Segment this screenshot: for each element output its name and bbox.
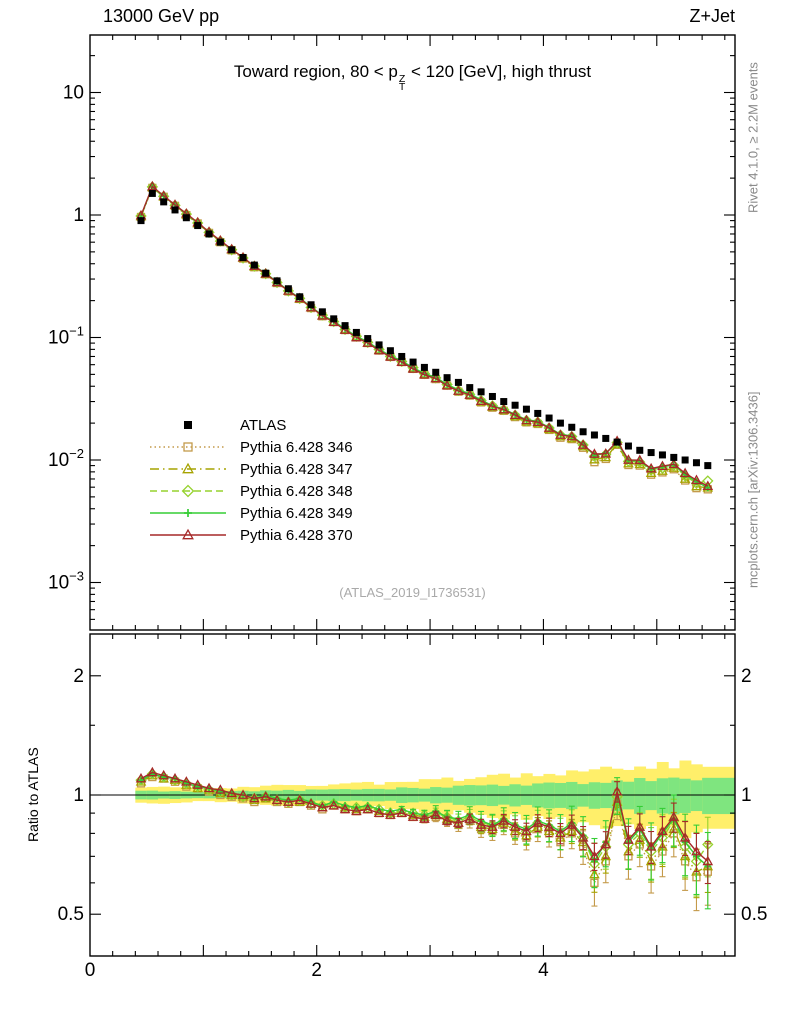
plot-title-post: < 120 [GeV], high thrust (406, 62, 592, 81)
legend-item-pythia-348: Pythia 6.428 348 (146, 480, 353, 502)
svg-text:2: 2 (73, 666, 84, 687)
svg-text:2: 2 (311, 960, 322, 981)
legend-item-atlas: ATLAS (146, 414, 353, 436)
legend-marker-pythia-346 (150, 442, 226, 452)
svg-text:1: 1 (73, 205, 84, 226)
plot-title-pre: Toward region, 80 < p (233, 62, 398, 81)
legend-marker-pythia-347 (150, 462, 226, 474)
svg-text:0.5: 0.5 (741, 904, 767, 925)
svg-text:1: 1 (73, 785, 84, 806)
legend-marker-pythia-349 (150, 509, 226, 517)
mcplots-credit-label: mcplots.cern.ch [arXiv:1306.3436] (745, 391, 761, 589)
svg-text:10−2: 10−2 (48, 446, 84, 471)
legend-label-pythia-348: Pythia 6.428 348 (240, 482, 353, 500)
svg-text:2: 2 (741, 666, 752, 687)
svg-text:10−3: 10−3 (48, 569, 84, 594)
legend: ATLAS Pythia 6.428 346 Pythia 6.428 347 … (146, 414, 353, 546)
legend-marker-pythia-370 (150, 528, 226, 540)
legend-marker-atlas (184, 421, 192, 429)
svg-text:1: 1 (741, 785, 752, 806)
analysis-id-watermark: (ATLAS_2019_I1736531) (339, 585, 486, 600)
pt-superscript: Z (398, 72, 406, 85)
svg-text:10−1: 10−1 (48, 324, 84, 349)
legend-item-pythia-370: Pythia 6.428 370 (146, 524, 353, 546)
svg-text:0.5: 0.5 (58, 904, 84, 925)
beam-energy-label: 13000 GeV pp (103, 6, 220, 26)
legend-label-pythia-370: Pythia 6.428 370 (240, 526, 353, 544)
legend-label-pythia-349: Pythia 6.428 349 (240, 504, 353, 522)
legend-label-pythia-346: Pythia 6.428 346 (240, 438, 353, 456)
process-label: Z+Jet (689, 6, 735, 26)
svg-text:4: 4 (538, 960, 549, 981)
legend-marker-pythia-348 (150, 484, 226, 498)
legend-item-pythia-349: Pythia 6.428 349 (146, 502, 353, 524)
svg-text:10: 10 (63, 83, 84, 104)
rivet-version-label: Rivet 4.1.0, ≥ 2.2M events (745, 62, 761, 214)
legend-item-pythia-346: Pythia 6.428 346 (146, 436, 353, 458)
pt-subscript: T (398, 81, 406, 94)
svg-text:0: 0 (85, 960, 96, 981)
ratio-axis-title: Ratio to ATLAS (25, 747, 41, 843)
legend-item-pythia-347: Pythia 6.428 347 (146, 458, 353, 480)
legend-label-pythia-347: Pythia 6.428 347 (240, 460, 353, 478)
legend-label-atlas: ATLAS (240, 416, 287, 434)
